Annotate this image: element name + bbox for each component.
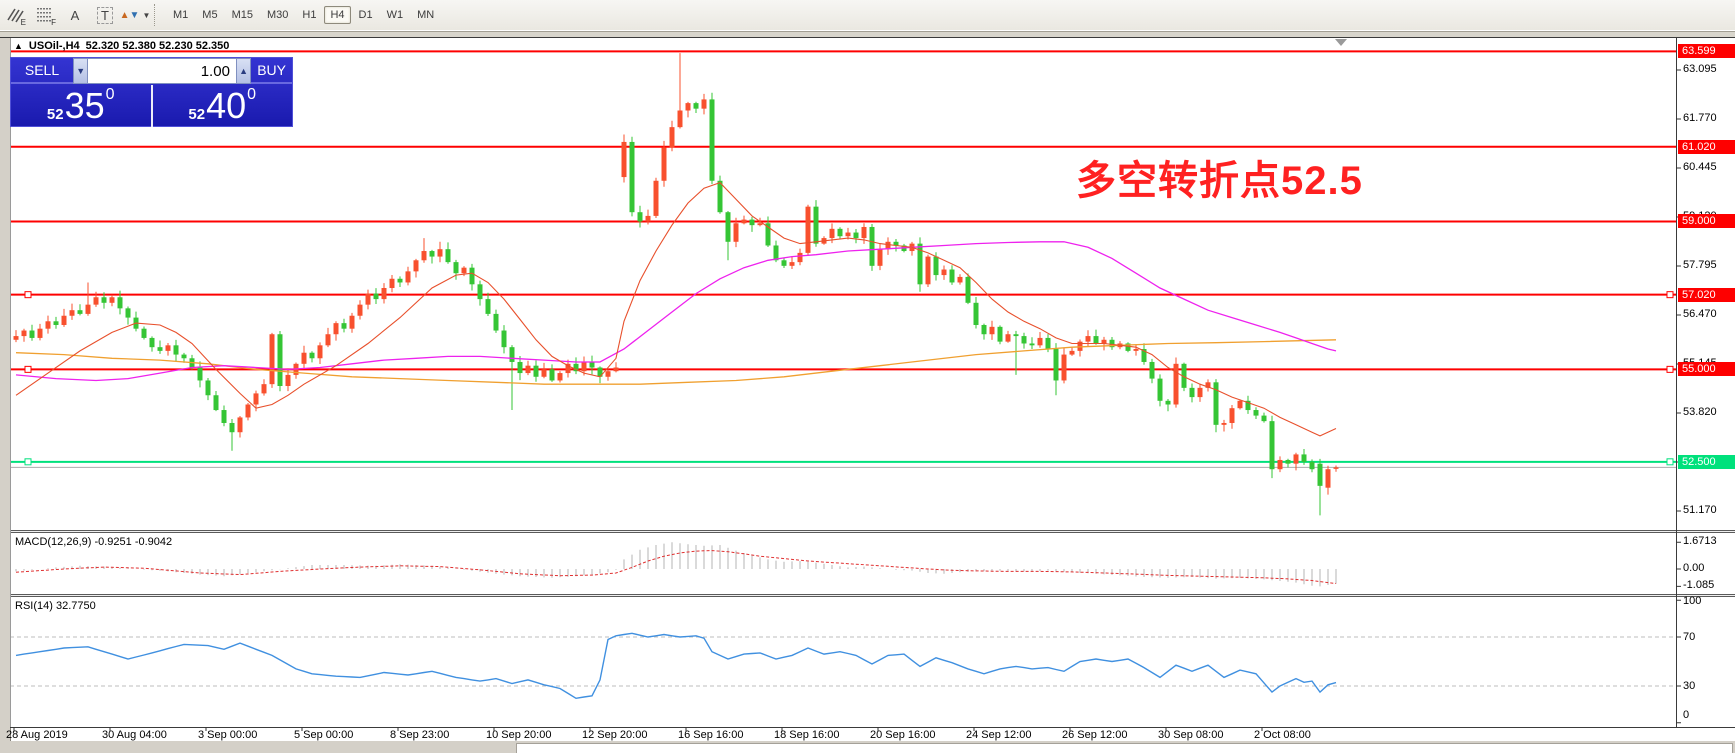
price-axis-tick-label: 53.820 — [1683, 406, 1717, 418]
chart-area[interactable] — [10, 38, 1735, 741]
buy-price-big-figure: 52 — [188, 106, 206, 123]
volume-increase-button[interactable]: ▲ — [235, 58, 252, 84]
rsi-axis-tick-label: 0 — [1683, 709, 1690, 721]
price-axis-tick-label: 63.095 — [1683, 63, 1717, 75]
price-level-badge: 55.000 — [1678, 362, 1735, 377]
timeframe-h1-button[interactable]: H1 — [296, 6, 322, 24]
timeframe-m15-button[interactable]: M15 — [226, 6, 259, 24]
time-axis-label[interactable]: 24 Sep 12:00 — [966, 729, 1032, 741]
chart-title: ▲ USOil-,H4 52.320 52.380 52.230 52.350 — [14, 40, 229, 52]
time-axis-label[interactable]: 8 Sep 23:00 — [390, 729, 450, 741]
price-axis-tick-label: 51.170 — [1683, 503, 1717, 516]
price-axis-tick-label: 60.445 — [1683, 161, 1717, 173]
text-label-icon[interactable]: A — [70, 7, 80, 23]
time-axis-label[interactable]: 18 Sep 16:00 — [774, 729, 840, 741]
price-axis-tick-label: 56.470 — [1683, 308, 1717, 320]
symbol-timeframe: USOil-,H4 — [28, 40, 80, 52]
volume-decrease-button[interactable]: ▼ — [73, 58, 89, 84]
rsi-axis-tick-label: 70 — [1683, 631, 1696, 643]
bottom-status-strip — [0, 741, 1735, 753]
timeframe-mn-button[interactable]: MN — [411, 6, 440, 24]
sell-button[interactable]: SELL — [11, 58, 73, 84]
buy-price-pip: 0 — [247, 86, 257, 103]
time-axis-label[interactable]: 10 Sep 20:00 — [486, 729, 552, 741]
buy-price-display[interactable]: 52 40 0 — [153, 85, 293, 127]
time-axis-label[interactable]: 2 Oct 08:00 — [1254, 729, 1311, 741]
rsi-axis-tick-label: 100 — [1683, 595, 1702, 607]
rsi-indicator-label: RSI(14) 32.7750 — [15, 600, 96, 612]
text-box-icon[interactable]: T — [92, 3, 118, 27]
timeframe-m30-button[interactable]: M30 — [261, 6, 294, 24]
macd-indicator-label: MACD(12,26,9) -0.9251 -0.9042 — [15, 536, 173, 548]
one-click-trading-panel: SELL ▼ ▲ BUY 52 35 0 52 40 0 — [10, 57, 293, 127]
price-level-badge: 59.000 — [1678, 214, 1735, 229]
buy-button[interactable]: BUY — [251, 58, 293, 84]
time-axis-label[interactable]: 16 Sep 16:00 — [678, 729, 744, 741]
sell-price-display[interactable]: 52 35 0 — [11, 85, 153, 127]
toolbar-separator — [154, 4, 162, 26]
ohlc-values: 52.320 52.380 52.230 52.350 — [85, 40, 230, 52]
time-axis-label[interactable]: 5 Sep 00:00 — [294, 729, 354, 741]
time-axis-label[interactable]: 26 Sep 12:00 — [1062, 729, 1128, 741]
draw-tools-e-icon[interactable]: E — [2, 3, 28, 27]
toolbar: E F A T ▲ ▼ ▼ M1 M5 M15 M30 H1 H4 D1 W1 MN — [0, 0, 1735, 30]
buy-price-main: 40 — [206, 85, 247, 126]
timeframe-w1-button[interactable]: W1 — [381, 6, 410, 24]
macd-axis-tick-label: 0.00 — [1683, 562, 1705, 574]
time-axis-label[interactable]: 3 Sep 00:00 — [198, 729, 258, 741]
time-axis-label[interactable]: 30 Aug 04:00 — [102, 729, 167, 741]
time-axis-label[interactable]: 12 Sep 20:00 — [582, 729, 648, 741]
collapse-triangle-icon[interactable]: ▲ — [14, 41, 23, 51]
grid-f-icon[interactable]: F — [32, 3, 58, 27]
macd-axis-tick-label: 1.6713 — [1683, 535, 1717, 548]
volume-input[interactable] — [88, 59, 236, 83]
rsi-axis-tick-label: 30 — [1683, 680, 1696, 692]
price-level-badge: 57.020 — [1678, 287, 1735, 302]
timeframe-m1-button[interactable]: M1 — [167, 6, 194, 24]
sell-price-main: 35 — [64, 85, 105, 126]
sell-price-pip: 0 — [105, 86, 115, 103]
sell-price-big-figure: 52 — [46, 106, 64, 123]
toolbar-edge — [0, 30, 1735, 38]
macd-axis-tick-label: -1.085 — [1683, 579, 1715, 592]
timeframe-h4-button[interactable]: H4 — [324, 6, 351, 24]
green-level-badge: 52.500 — [1678, 454, 1735, 469]
time-axis-label[interactable]: 28 Aug 2019 — [6, 729, 68, 741]
arrange-objects-icon[interactable]: ▲ ▼ ▼ — [119, 9, 151, 21]
price-axis-tick-label: 57.795 — [1683, 259, 1717, 271]
timeframe-d1-button[interactable]: D1 — [353, 6, 379, 24]
window-left-edge — [0, 38, 11, 753]
price-axis-tick-label: 61.770 — [1683, 112, 1717, 124]
time-axis-label[interactable]: 20 Sep 16:00 — [870, 729, 936, 741]
time-axis-label[interactable]: 30 Sep 08:00 — [1158, 729, 1224, 741]
chart-window-border — [0, 37, 1735, 38]
price-level-badge: 63.599 — [1678, 44, 1735, 59]
terminal-panel-edge — [516, 743, 1733, 753]
price-level-badge: 61.020 — [1678, 139, 1735, 154]
timeframe-m5-button[interactable]: M5 — [196, 6, 223, 24]
chart-annotation-text[interactable]: 多空转折点52.5 — [1076, 159, 1363, 203]
